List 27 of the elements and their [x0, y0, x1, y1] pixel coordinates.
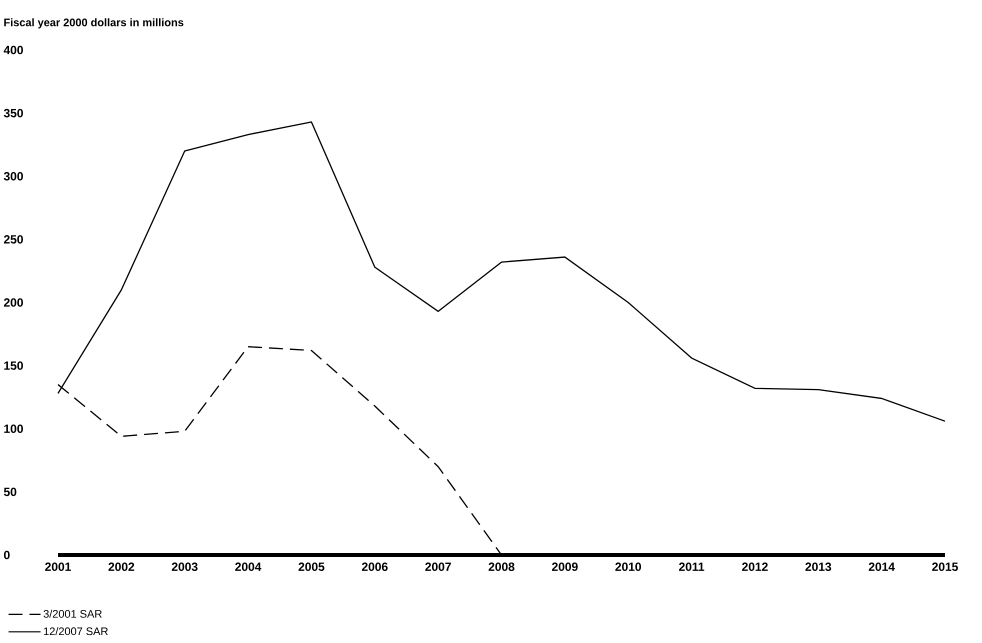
y-tick-label: 0 [4, 550, 10, 560]
x-tick-label: 2002 [108, 562, 134, 571]
x-tick-label: 2009 [552, 562, 578, 571]
x-tick-label: 2013 [805, 562, 832, 572]
x-tick-label: 2007 [425, 562, 451, 571]
y-tick-label: 250 [4, 235, 23, 244]
y-tick-label: 100 [4, 424, 23, 433]
y-tick-label: 150 [4, 361, 23, 370]
x-tick-label: 2005 [298, 562, 324, 571]
x-tick-label: 2010 [615, 562, 642, 571]
x-tick-label: 2012 [742, 562, 768, 571]
y-tick-label: 300 [4, 172, 23, 180]
x-tick-label: 2001 [45, 562, 71, 571]
x-tick-label: 2015 [932, 562, 958, 571]
y-tick-label: 400 [4, 46, 23, 54]
legend-label: 12/2007 SAR [44, 627, 108, 636]
x-tick-label: 2003 [172, 562, 198, 572]
x-tick-label: 2006 [362, 562, 388, 571]
y-tick-label: 200 [4, 298, 23, 307]
x-tick-label: 2008 [488, 562, 514, 571]
x-tick-label: 2004 [235, 562, 262, 571]
legend-label: 3/2001 SAR [44, 610, 102, 618]
y-axis-title: Fiscal year 2000 dollars in millions [4, 18, 184, 28]
y-tick-label: 350 [4, 108, 23, 118]
x-tick-label: 2014 [868, 562, 895, 571]
y-tick-label: 50 [4, 488, 16, 496]
x-tick-label: 2011 [679, 562, 704, 571]
